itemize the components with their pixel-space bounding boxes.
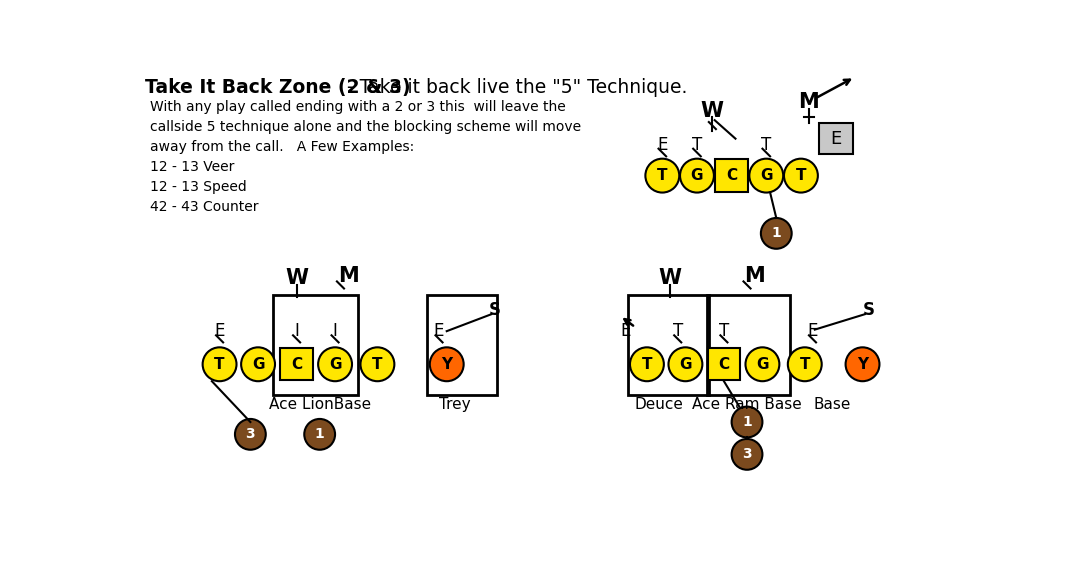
Circle shape: [750, 159, 783, 192]
Text: With any play called ending with a 2 or 3 this  will leave the
callside 5 techni: With any play called ending with a 2 or …: [150, 100, 581, 214]
Text: Trey: Trey: [438, 397, 470, 412]
Circle shape: [668, 347, 703, 381]
Text: E: E: [434, 322, 444, 340]
Circle shape: [305, 419, 335, 450]
Text: M: M: [799, 92, 819, 113]
Text: Take It Back Zone (2 & 3): Take It Back Zone (2 & 3): [145, 78, 410, 97]
Circle shape: [235, 419, 265, 450]
Text: G: G: [329, 357, 342, 372]
Text: T: T: [657, 168, 668, 183]
Circle shape: [784, 159, 818, 192]
Text: T: T: [800, 357, 811, 372]
Text: G: G: [761, 168, 772, 183]
Bar: [628, 295, 708, 395]
Bar: [281, 348, 312, 380]
Circle shape: [360, 347, 394, 381]
Text: C: C: [718, 357, 729, 372]
Bar: [708, 348, 740, 380]
Text: G: G: [756, 357, 768, 372]
Text: Deuce: Deuce: [634, 397, 683, 412]
Text: G: G: [691, 168, 703, 183]
Bar: [716, 160, 747, 192]
Text: S: S: [490, 301, 502, 318]
Text: C: C: [290, 357, 302, 372]
Circle shape: [788, 347, 821, 381]
Text: Base: Base: [813, 397, 851, 412]
Text: Y: Y: [441, 357, 453, 372]
Circle shape: [242, 347, 275, 381]
Text: M: M: [744, 266, 765, 286]
Circle shape: [845, 347, 879, 381]
Circle shape: [318, 347, 353, 381]
Text: G: G: [251, 357, 264, 372]
Text: 1: 1: [771, 227, 781, 240]
Bar: [273, 295, 358, 395]
Text: T: T: [762, 136, 771, 154]
Circle shape: [630, 347, 664, 381]
Text: W: W: [285, 268, 308, 288]
Text: T: T: [719, 322, 729, 340]
Text: Ace LionBase: Ace LionBase: [269, 397, 371, 412]
Text: - Take it back live the "5" Technique.: - Take it back live the "5" Technique.: [342, 78, 688, 97]
Text: T: T: [795, 168, 806, 183]
Circle shape: [745, 347, 779, 381]
Text: E: E: [620, 322, 631, 340]
Text: T: T: [372, 357, 383, 372]
Bar: [818, 123, 853, 154]
Text: M: M: [337, 266, 359, 286]
Text: E: E: [214, 322, 225, 340]
Text: E: E: [830, 129, 841, 147]
Text: Y: Y: [857, 357, 868, 372]
Text: S: S: [863, 301, 875, 318]
Text: T: T: [692, 136, 702, 154]
Text: T: T: [642, 357, 652, 372]
Text: 3: 3: [246, 427, 256, 442]
Text: 1: 1: [314, 427, 324, 442]
Text: C: C: [726, 168, 738, 183]
Text: G: G: [679, 357, 692, 372]
Circle shape: [202, 347, 236, 381]
Text: I: I: [294, 322, 299, 340]
Text: E: E: [657, 136, 668, 154]
Text: W: W: [701, 101, 724, 121]
Circle shape: [430, 347, 463, 381]
Bar: [428, 295, 497, 395]
Circle shape: [731, 406, 763, 438]
Text: 1: 1: [742, 415, 752, 429]
Circle shape: [680, 159, 714, 192]
Circle shape: [731, 439, 763, 470]
Text: E: E: [807, 322, 818, 340]
Text: 3: 3: [742, 447, 752, 461]
Bar: [707, 295, 790, 395]
Circle shape: [761, 218, 792, 249]
Text: Ace Ram Base: Ace Ram Base: [692, 397, 802, 412]
Circle shape: [645, 159, 679, 192]
Text: T: T: [214, 357, 225, 372]
Text: W: W: [658, 268, 681, 288]
Text: I: I: [333, 322, 337, 340]
Text: T: T: [672, 322, 683, 340]
